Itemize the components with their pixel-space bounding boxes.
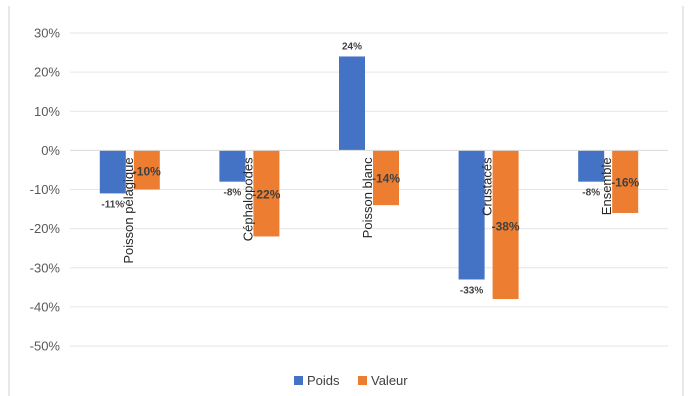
y-tick-label: -20% [30, 221, 61, 236]
bar-valeur-3 [492, 150, 519, 300]
legend-label-poids: Poids [307, 373, 340, 388]
category-label: Poisson blanc [360, 157, 375, 238]
data-label: -14% [372, 171, 400, 185]
y-tick-label: 30% [34, 26, 60, 41]
category-label: Ensemble [599, 157, 614, 215]
data-labels: -11% -10% -8% -22% 24% -14% -33% -38% -8% -16% [101, 41, 639, 296]
legend-swatch-valeur [358, 376, 367, 385]
bar-valeur-0 [133, 150, 160, 190]
y-tick-label: 0% [41, 143, 60, 158]
y-tick-label: 10% [34, 104, 60, 119]
data-label: -8% [582, 188, 600, 199]
data-label: -22% [252, 187, 280, 201]
data-label: -8% [224, 188, 242, 199]
legend: Poids Valeur [294, 373, 408, 388]
y-tick-label: -10% [30, 182, 61, 197]
category-label: Crustacés [480, 157, 495, 216]
y-axis-tick-labels: 30% 20% 10% 0% -10% -20% -30% -40% -50% [30, 26, 61, 354]
data-label: -11% [101, 199, 124, 210]
bar-valeur-2 [373, 150, 399, 206]
data-label: -38% [492, 219, 520, 233]
data-label: -10% [133, 164, 161, 178]
bar-poids-2 [339, 56, 365, 151]
data-label: -33% [460, 285, 483, 296]
bar-poids-1 [219, 150, 246, 182]
bar-poids-3 [458, 150, 485, 280]
legend-label-valeur: Valeur [371, 373, 408, 388]
data-label: -16% [611, 175, 639, 189]
category-label: Céphalopodes [240, 157, 255, 241]
category-label: Poisson pélagique [121, 157, 136, 263]
y-tick-label: -30% [30, 260, 61, 275]
data-label: 24% [342, 41, 362, 52]
gridlines [70, 32, 668, 347]
bar-valeur-4 [612, 150, 639, 213]
legend-swatch-poids [294, 376, 303, 385]
y-tick-label: 20% [34, 65, 60, 80]
bar-valeur-1 [253, 150, 280, 237]
bar-poids-0 [99, 150, 126, 194]
bar-poids-4 [578, 150, 605, 182]
category-labels: Poisson pélagique Céphalopodes Poisson bla… [121, 157, 614, 264]
bars [99, 56, 639, 300]
y-tick-label: -40% [30, 299, 61, 314]
y-tick-label: -50% [30, 339, 61, 354]
